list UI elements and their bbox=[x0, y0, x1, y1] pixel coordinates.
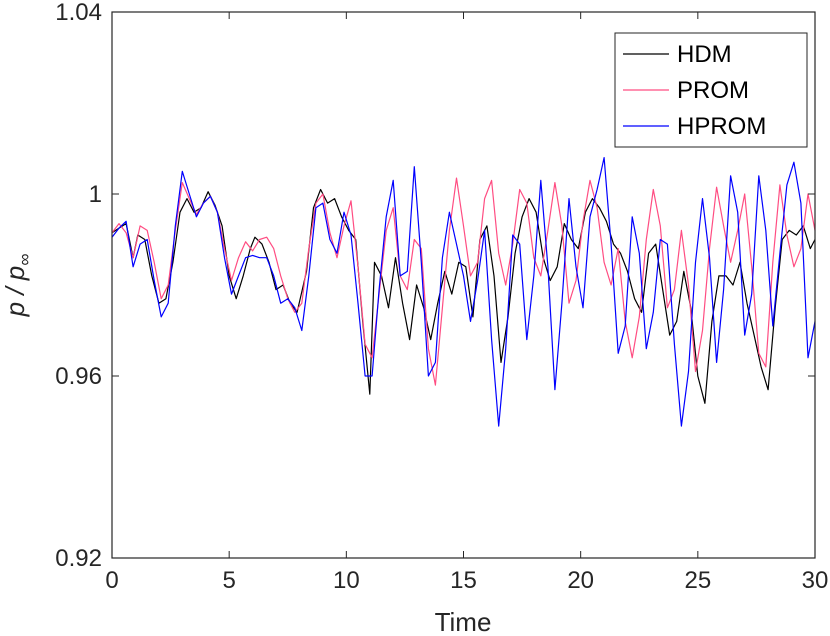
series-line-hdm bbox=[111, 188, 816, 404]
y-tick-label: 0.96 bbox=[55, 363, 102, 390]
legend-label-hdm: HDM bbox=[677, 41, 732, 68]
legend: HDM PROM HPROM bbox=[614, 32, 808, 148]
svg-text:p / p∞: p / p∞ bbox=[0, 254, 34, 318]
y-axis-title: p / p∞ bbox=[0, 254, 34, 318]
x-axis-title: Time bbox=[435, 607, 492, 636]
series-layer bbox=[111, 157, 816, 427]
x-tick-label: 5 bbox=[222, 567, 235, 594]
ticks-layer: 0 5 10 15 20 25 30 0.92 0.96 1 1.04 bbox=[55, 0, 828, 594]
x-tick-label: 20 bbox=[567, 567, 594, 594]
x-tick-label: 10 bbox=[333, 567, 360, 594]
x-tick-label: 25 bbox=[684, 567, 711, 594]
legend-label-prom: PROM bbox=[677, 77, 749, 104]
x-tick-label: 15 bbox=[450, 567, 477, 594]
y-tick-label: 0.92 bbox=[55, 545, 102, 572]
y-axis-title-main: p / p bbox=[0, 266, 30, 318]
series-line-hprom bbox=[111, 157, 816, 427]
x-tick-label: 0 bbox=[105, 567, 118, 594]
y-axis-title-subscript: ∞ bbox=[15, 254, 34, 266]
x-tick-label: 30 bbox=[802, 567, 829, 594]
y-tick-label: 1 bbox=[89, 181, 102, 208]
legend-label-hprom: HPROM bbox=[677, 113, 766, 140]
series-line-prom bbox=[111, 177, 816, 386]
y-tick-label: 1.04 bbox=[55, 0, 102, 26]
